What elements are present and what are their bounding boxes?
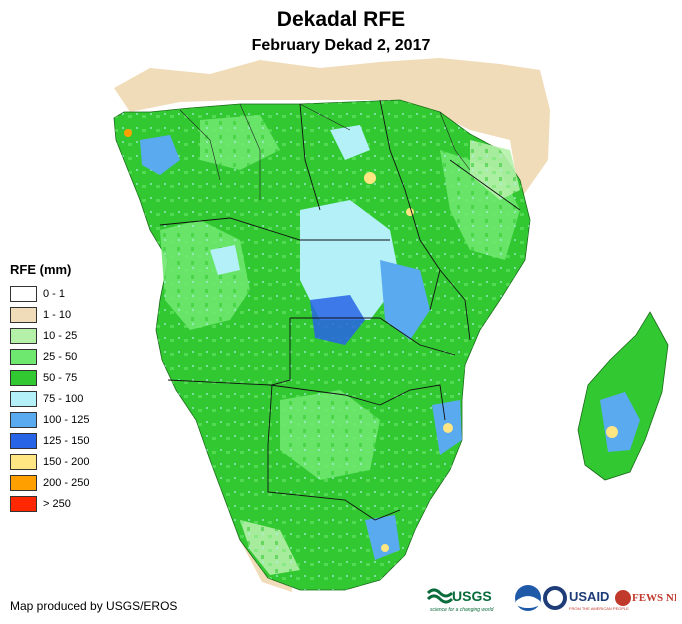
usaid-logo: USAID FROM THE AMERICAN PEOPLE — [543, 586, 629, 611]
dry-region-north — [114, 58, 550, 200]
legend-swatch — [10, 411, 37, 428]
heavy-rain-zone-east-central — [380, 260, 430, 340]
heavy-rain-zone-angola — [210, 245, 240, 275]
legend-swatch — [10, 495, 37, 512]
extreme-spot-westcoast — [124, 129, 132, 137]
legend-item: 100 - 125 — [10, 409, 89, 430]
legend-item: 25 - 50 — [10, 346, 89, 367]
usgs-logo: USGS science for a changing world — [426, 588, 494, 613]
legend-item: 75 - 100 — [10, 388, 89, 409]
legend-swatch — [10, 327, 37, 344]
legend-swatch — [10, 432, 37, 449]
legend-label: 200 - 250 — [43, 476, 90, 489]
legend-swatch — [10, 285, 37, 302]
legend-item: 10 - 25 — [10, 325, 89, 346]
legend-swatch — [10, 306, 37, 323]
legend-swatch — [10, 474, 37, 491]
legend-label: 25 - 50 — [43, 350, 78, 363]
legend-label: 0 - 1 — [43, 287, 66, 300]
legend-item: 200 - 250 — [10, 472, 89, 493]
partner-logos: USGS science for a changing world NOAA U… — [426, 585, 676, 613]
very-heavy-spot-2 — [443, 423, 453, 433]
legend-title: RFE (mm) — [10, 262, 72, 277]
heavy-rain-zone-south — [365, 515, 400, 560]
legend-item: 150 - 200 — [10, 451, 89, 472]
usgs-logo-text: USGS — [452, 588, 492, 604]
legend-label: 125 - 150 — [43, 434, 90, 447]
country-borders — [159, 99, 521, 521]
legend-label: 50 - 75 — [43, 371, 78, 384]
legend-swatch — [10, 369, 37, 386]
legend-label: 150 - 200 — [43, 455, 90, 468]
legend-swatch — [10, 453, 37, 470]
madagascar-very-heavy-spot — [606, 426, 618, 438]
map-subtitle: February Dekad 2, 2017 — [251, 37, 431, 54]
legend-item: 50 - 75 — [10, 367, 89, 388]
fewsnet-logo: FEWS NET — [615, 590, 676, 606]
legend-swatch — [10, 390, 37, 407]
heavy-rain-zone-zambia — [310, 295, 365, 345]
usgs-tagline: science for a changing world — [430, 607, 494, 613]
heavy-rain-zone-central — [300, 200, 400, 320]
usaid-tagline: FROM THE AMERICAN PEOPLE — [569, 606, 629, 611]
legend-item: 125 - 150 — [10, 430, 89, 451]
legend-label: 100 - 125 — [43, 413, 90, 426]
country-borders-north — [179, 103, 471, 200]
heavy-rain-zone-north — [330, 125, 370, 160]
legend: RFE (mm) 0 - 1 1 - 10 10 - 25 25 - 50 50 - 7… — [10, 262, 89, 514]
legend-list: 0 - 1 1 - 10 10 - 25 25 - 50 50 - 75 75 - 100… — [10, 283, 89, 514]
very-heavy-spot-1 — [364, 172, 376, 184]
texture-overlay — [114, 100, 530, 590]
legend-label: 1 - 10 — [43, 308, 72, 321]
map-title: Dekadal RFE — [276, 8, 406, 31]
legend-swatch — [10, 348, 37, 365]
noaa-logo: NOAA — [515, 585, 541, 611]
usaid-logo-text: USAID — [569, 589, 609, 604]
legend-item: 1 - 10 — [10, 304, 89, 325]
credit-text: Map produced by USGS/EROS — [10, 599, 178, 613]
fewsnet-logo-text: FEWS NET — [632, 592, 676, 604]
legend-label: 10 - 25 — [43, 329, 78, 342]
heavy-rain-zone-westcoast — [140, 135, 180, 175]
very-heavy-spot-3 — [381, 544, 389, 552]
legend-item: > 250 — [10, 493, 89, 514]
legend-item: 0 - 1 — [10, 283, 89, 304]
legend-label: 75 - 100 — [43, 392, 84, 405]
legend-label: > 250 — [43, 497, 71, 510]
noaa-logo-text: NOAA — [522, 604, 534, 609]
